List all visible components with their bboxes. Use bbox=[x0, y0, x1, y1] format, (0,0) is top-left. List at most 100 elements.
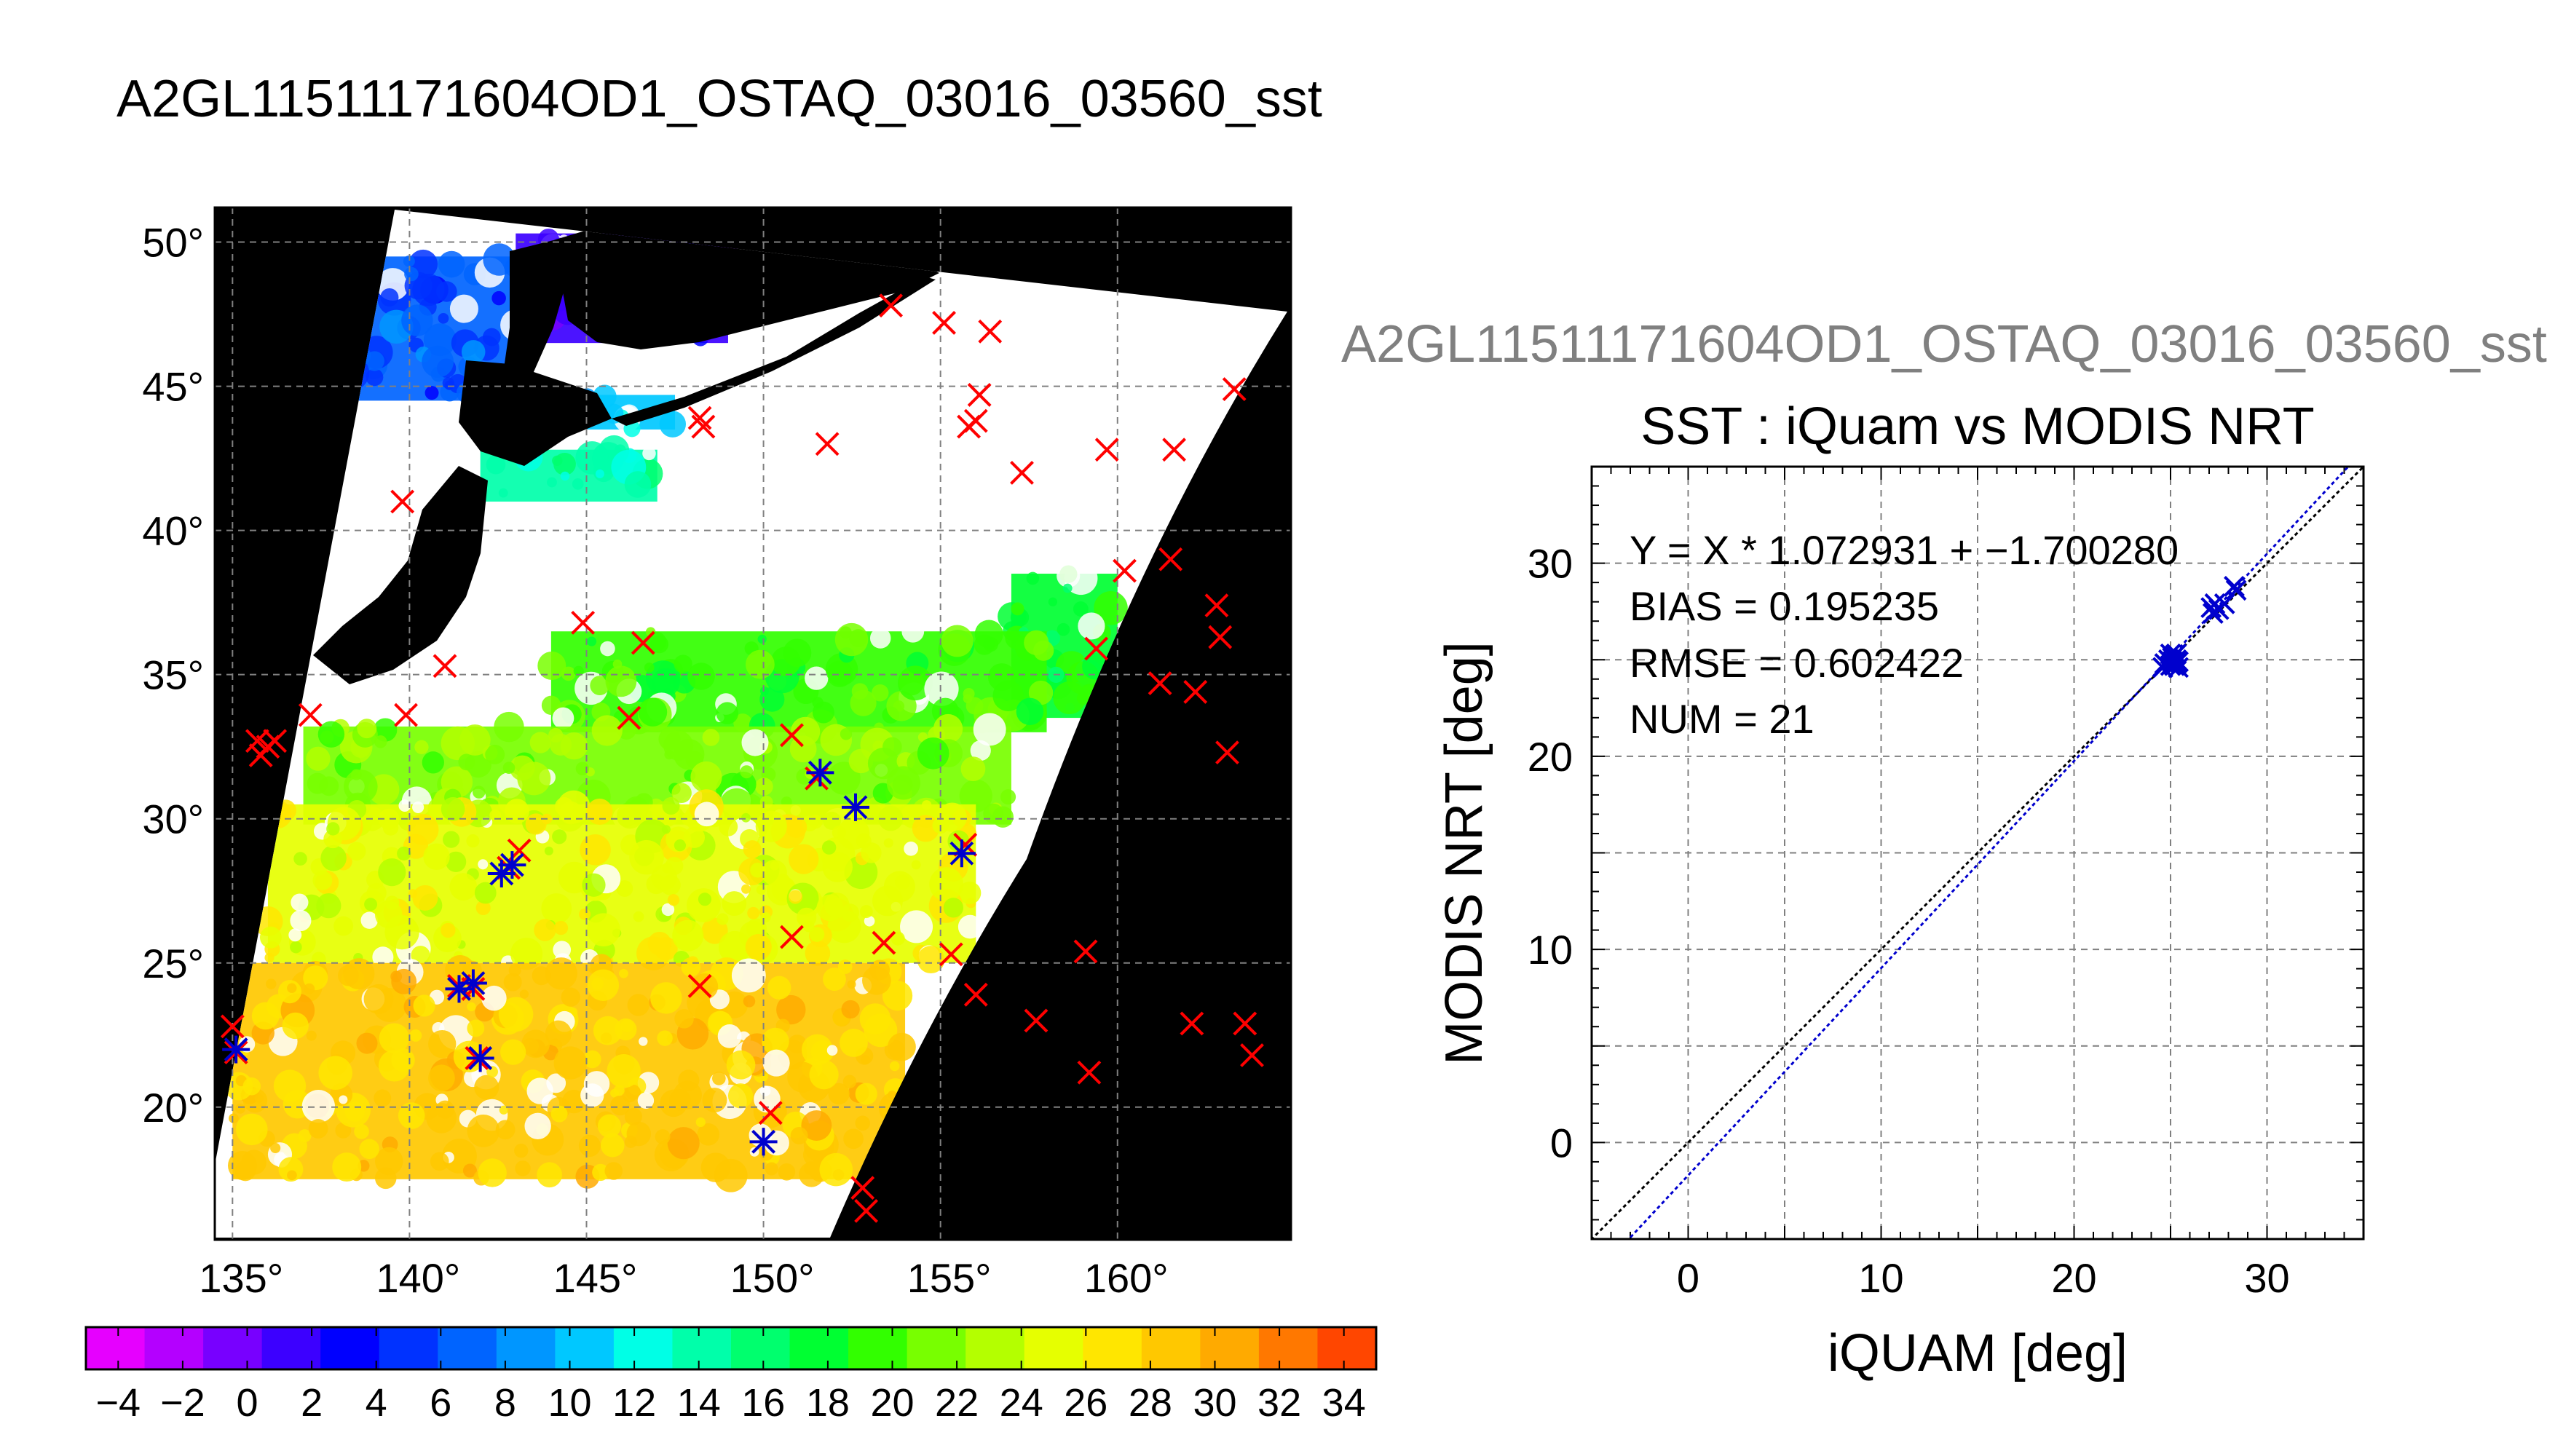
colorbar-swatches bbox=[86, 1327, 1377, 1369]
colorbar-swatch bbox=[789, 1327, 849, 1369]
buoy-marker bbox=[963, 408, 988, 433]
sst-region-tropical bbox=[224, 954, 922, 1192]
colorbar-swatch bbox=[1083, 1327, 1142, 1369]
buoy-marker bbox=[978, 319, 1003, 344]
buoy-marker bbox=[780, 723, 804, 748]
map-x-tick-label: 150° bbox=[730, 1255, 815, 1301]
map-frame bbox=[213, 206, 1292, 1241]
buoy-marker bbox=[1240, 1043, 1264, 1067]
scatter-file-title: A2GL11511171604OD1_OSTAQ_03016_03560_sst bbox=[1341, 315, 2547, 373]
buoy-marker bbox=[1024, 1008, 1049, 1033]
colorbar-swatch bbox=[613, 1327, 673, 1369]
annotation-num: NUM = 21 bbox=[1630, 696, 1814, 742]
buoy-marker bbox=[1204, 593, 1229, 618]
buoy-marker bbox=[1222, 377, 1247, 401]
map-x-tick-label: 140° bbox=[376, 1255, 460, 1301]
colorbar-swatch bbox=[86, 1327, 146, 1369]
buoy-marker bbox=[854, 1198, 878, 1223]
buoy-marker bbox=[1215, 740, 1239, 765]
colorbar-tick-label: 4 bbox=[366, 1381, 387, 1425]
colorbar-frame bbox=[84, 1326, 1378, 1371]
scatter-y-tick-label: 10 bbox=[1528, 927, 1573, 973]
scatter-title: SST : iQuam vs MODIS NRT bbox=[1640, 397, 2315, 456]
buoy-marker bbox=[815, 432, 840, 456]
buoy-marker bbox=[691, 414, 716, 439]
scatter-y-tick-label: 20 bbox=[1528, 734, 1573, 780]
map-y-tick-label: 40° bbox=[142, 508, 204, 554]
scatter-lines bbox=[1592, 467, 2364, 1239]
colorbar-swatch bbox=[672, 1327, 732, 1369]
colorbar-swatch bbox=[320, 1327, 380, 1369]
buoy-marker bbox=[1113, 558, 1137, 583]
scatter-frame bbox=[1590, 465, 2365, 1241]
buoy-marker bbox=[780, 925, 804, 949]
buoy-marker bbox=[687, 405, 712, 430]
colorbar-swatch bbox=[203, 1327, 263, 1369]
scatter-x-label: iQUAM [deg] bbox=[1828, 1324, 2128, 1382]
map-grid bbox=[215, 207, 1291, 1240]
map-y-tick-label: 35° bbox=[142, 652, 204, 698]
fit-line bbox=[1627, 467, 2350, 1239]
colorbar-swatch bbox=[496, 1327, 556, 1369]
matchup-marker bbox=[466, 1044, 494, 1072]
buoy-marker bbox=[433, 654, 457, 678]
colorbar-tick-label: 32 bbox=[1257, 1381, 1301, 1425]
matchup-marker bbox=[445, 975, 473, 1003]
land-kuril bbox=[612, 277, 936, 426]
colorbar-tick-label: 8 bbox=[494, 1381, 516, 1425]
colorbar-tick-label: 34 bbox=[1322, 1381, 1366, 1425]
colorbar-swatch bbox=[1258, 1327, 1318, 1369]
colorbar-swatch bbox=[1200, 1327, 1260, 1369]
scatter-x-tick-label: 10 bbox=[1858, 1255, 1903, 1301]
colorbar-tick-labels: −4 −2 0 2 4 6 8 10 12 14 16 18 20 22 24 26 28 30 32 34 bbox=[96, 1327, 1366, 1425]
colorbar-tick-label: 24 bbox=[1000, 1381, 1043, 1425]
colorbar-swatch bbox=[731, 1327, 791, 1369]
buoy-marker bbox=[1010, 460, 1034, 485]
buoy-marker bbox=[1077, 1060, 1102, 1085]
buoy-marker bbox=[805, 766, 829, 791]
map-y-tick-label: 30° bbox=[142, 796, 204, 842]
scatter-minor-ticks bbox=[1592, 467, 2364, 1239]
buoy-marker bbox=[967, 383, 992, 407]
colorbar-swatch bbox=[965, 1327, 1025, 1369]
scatter-y-label: MODIS NRT [deg] bbox=[1435, 641, 1493, 1065]
buoy-marker bbox=[939, 942, 963, 967]
sst-region-kuroshio-ext bbox=[537, 620, 1054, 744]
map-y-tick-label: 20° bbox=[142, 1085, 204, 1131]
colorbar-tick-label: −2 bbox=[160, 1381, 205, 1425]
buoy-marker bbox=[1180, 1011, 1204, 1036]
buoy-marker bbox=[932, 311, 956, 335]
colorbar-tick-label: 12 bbox=[612, 1381, 656, 1425]
colorbar-swatch bbox=[848, 1327, 908, 1369]
buoy-marker bbox=[617, 705, 641, 730]
scatter-y-tick-label: 0 bbox=[1550, 1120, 1573, 1166]
colorbar-tick-label: 26 bbox=[1064, 1381, 1107, 1425]
map-x-tick-labels: 135° 140° 145° 150° 155° 160° bbox=[199, 1255, 1168, 1301]
scatter-point bbox=[2168, 651, 2189, 673]
buoy-marker bbox=[263, 729, 288, 753]
identity-line bbox=[1592, 467, 2364, 1239]
map-x-tick-label: 160° bbox=[1084, 1255, 1169, 1301]
scatter-point bbox=[2168, 657, 2189, 678]
scatter-x-tick-label: 20 bbox=[2051, 1255, 2096, 1301]
buoy-marker bbox=[394, 703, 418, 727]
map-x-tick-label: 135° bbox=[199, 1255, 283, 1301]
colorbar-tick-label: 6 bbox=[430, 1381, 451, 1425]
colorbar-swatch bbox=[1317, 1327, 1377, 1369]
matchup-marker bbox=[222, 1035, 250, 1064]
matchup-marker bbox=[498, 851, 526, 879]
buoy-marker bbox=[1094, 438, 1119, 462]
buoy-marker bbox=[298, 703, 323, 727]
colorbar-swatch bbox=[379, 1327, 438, 1369]
scatter-y-tick-labels: 0 10 20 30 bbox=[1528, 541, 1573, 1166]
sst-region-subtropical bbox=[253, 789, 982, 976]
buoy-marker bbox=[1084, 636, 1109, 661]
buoy-marker bbox=[1148, 671, 1172, 695]
colorbar-tick-label: −4 bbox=[96, 1381, 141, 1425]
scatter-x-tick-label: 0 bbox=[1677, 1255, 1699, 1301]
buoy-marker bbox=[1162, 438, 1186, 462]
annotation-rmse: RMSE = 0.602422 bbox=[1630, 640, 1964, 686]
buoy-marker bbox=[1183, 680, 1208, 704]
scatter-point bbox=[2225, 579, 2247, 601]
